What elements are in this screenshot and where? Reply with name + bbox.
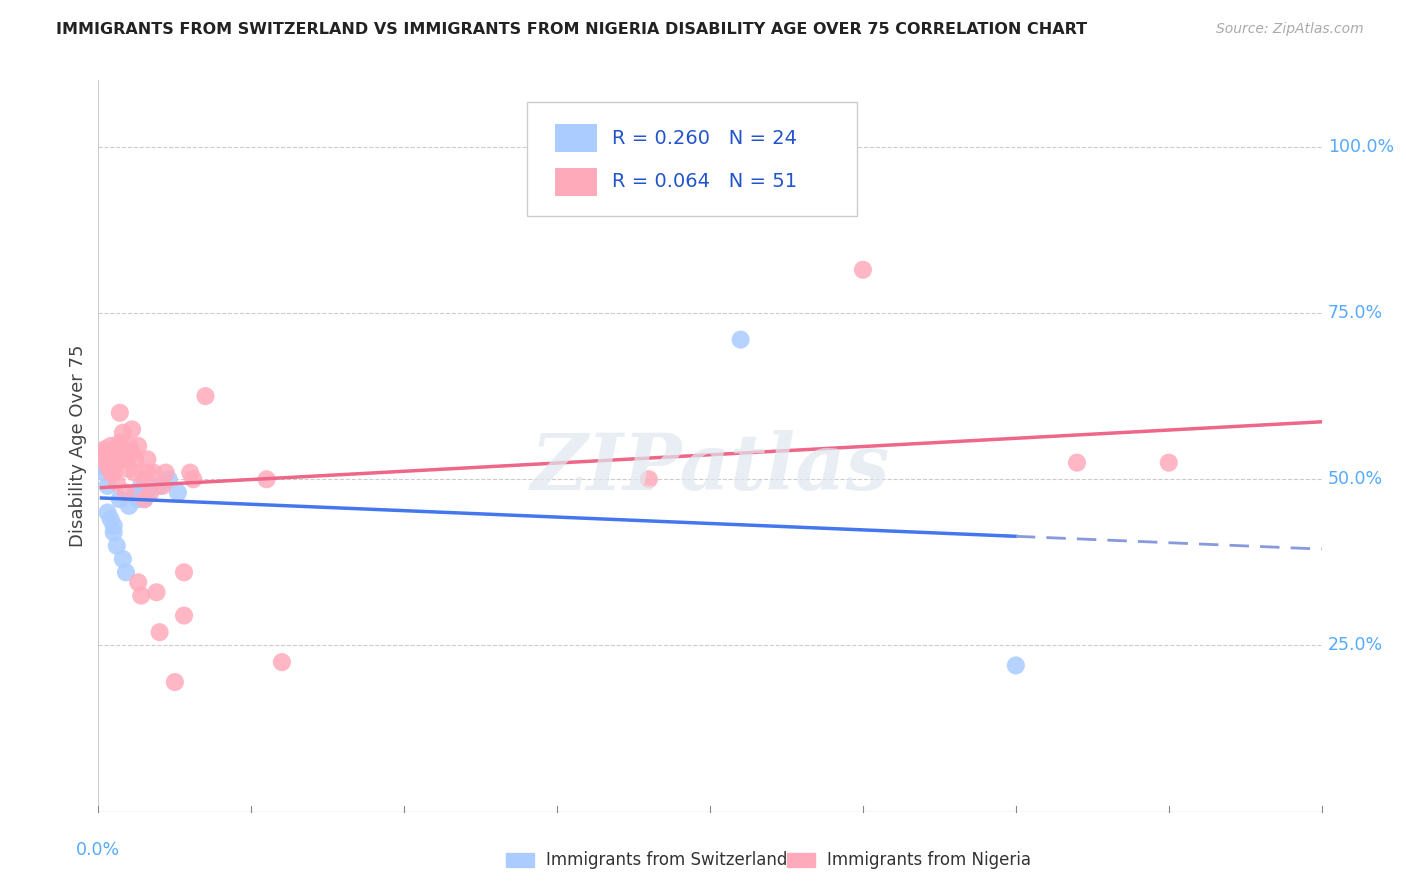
Point — [1066, 456, 1088, 470]
Point — [637, 472, 661, 486]
Point — [127, 492, 149, 507]
Point — [167, 485, 190, 500]
Text: 50.0%: 50.0% — [1327, 470, 1384, 488]
Text: 25.0%: 25.0% — [1327, 637, 1384, 655]
Point — [157, 472, 180, 486]
Point — [103, 525, 125, 540]
Point — [1004, 658, 1026, 673]
Point — [121, 445, 143, 459]
Point — [152, 479, 174, 493]
Text: Source: ZipAtlas.com: Source: ZipAtlas.com — [1216, 22, 1364, 37]
Point — [179, 466, 201, 480]
Point — [136, 466, 159, 480]
Point — [108, 435, 131, 450]
Point — [181, 472, 204, 486]
Point — [111, 552, 134, 566]
Point — [93, 466, 115, 480]
Point — [100, 452, 122, 467]
Point — [730, 333, 752, 347]
Point — [118, 499, 141, 513]
Point — [90, 445, 112, 459]
Point — [103, 518, 125, 533]
Point — [105, 475, 128, 490]
Point — [124, 452, 146, 467]
Point — [129, 589, 152, 603]
Point — [97, 479, 120, 493]
Point — [145, 585, 167, 599]
Point — [256, 472, 278, 486]
Point — [115, 566, 138, 580]
Point — [136, 485, 159, 500]
Point — [118, 439, 141, 453]
Text: 100.0%: 100.0% — [1327, 137, 1393, 156]
Point — [115, 452, 138, 467]
Point — [111, 442, 134, 457]
FancyBboxPatch shape — [555, 124, 598, 152]
Point — [118, 462, 141, 476]
Point — [121, 422, 143, 436]
Point — [194, 389, 217, 403]
Text: 0.0%: 0.0% — [76, 841, 121, 859]
Point — [108, 492, 131, 507]
Point — [149, 625, 172, 640]
Point — [93, 445, 115, 459]
Point — [108, 406, 131, 420]
Point — [852, 262, 875, 277]
Point — [97, 458, 120, 473]
Point — [127, 575, 149, 590]
Point — [124, 485, 146, 500]
Point — [100, 439, 122, 453]
Point — [134, 492, 156, 507]
Point — [129, 479, 152, 493]
Point — [1157, 456, 1180, 470]
Point — [105, 539, 128, 553]
Point — [90, 458, 112, 473]
FancyBboxPatch shape — [555, 168, 598, 196]
Point — [127, 439, 149, 453]
FancyBboxPatch shape — [526, 103, 856, 216]
Point — [163, 675, 186, 690]
Y-axis label: Disability Age Over 75: Disability Age Over 75 — [69, 344, 87, 548]
Point — [134, 472, 156, 486]
Point — [100, 466, 122, 480]
Text: R = 0.260   N = 24: R = 0.260 N = 24 — [612, 128, 797, 147]
Point — [93, 442, 115, 457]
Text: 75.0%: 75.0% — [1327, 304, 1384, 322]
Point — [136, 452, 159, 467]
Point — [149, 479, 172, 493]
Point — [97, 449, 120, 463]
Point — [139, 485, 162, 500]
Point — [103, 442, 125, 457]
Point — [134, 492, 156, 507]
Point — [105, 456, 128, 470]
Point — [97, 506, 120, 520]
Point — [115, 485, 138, 500]
Point — [270, 655, 292, 669]
Text: Immigrants from Switzerland: Immigrants from Switzerland — [546, 851, 787, 869]
Point — [124, 466, 146, 480]
Point — [142, 466, 165, 480]
Text: Immigrants from Nigeria: Immigrants from Nigeria — [827, 851, 1031, 869]
Point — [155, 466, 177, 480]
Point — [100, 512, 122, 526]
Point — [103, 456, 125, 470]
Point — [100, 452, 122, 467]
Text: R = 0.064   N = 51: R = 0.064 N = 51 — [612, 172, 797, 192]
Point — [103, 466, 125, 480]
Text: ZIPatlas: ZIPatlas — [530, 430, 890, 506]
Point — [108, 449, 131, 463]
Point — [111, 425, 134, 440]
Point — [93, 452, 115, 467]
Point — [173, 566, 195, 580]
Point — [173, 608, 195, 623]
Text: IMMIGRANTS FROM SWITZERLAND VS IMMIGRANTS FROM NIGERIA DISABILITY AGE OVER 75 CO: IMMIGRANTS FROM SWITZERLAND VS IMMIGRANT… — [56, 22, 1087, 37]
